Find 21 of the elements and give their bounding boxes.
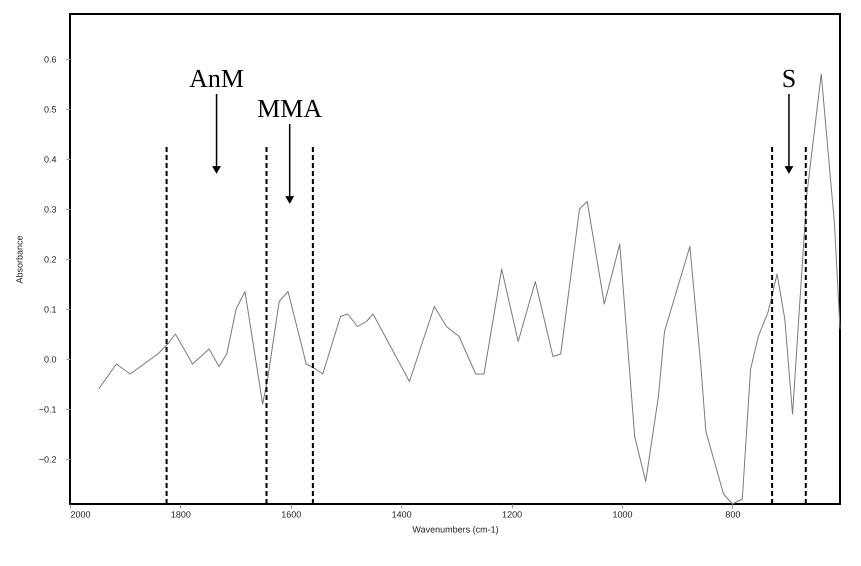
x-tick-label: 1400 <box>392 510 412 520</box>
y-tick-label: 0.3 <box>44 204 56 214</box>
y-tick-label: 0.5 <box>44 104 56 114</box>
x-tick-label: 1800 <box>170 510 191 520</box>
annotation: S <box>782 64 796 93</box>
x-tick-label: 1000 <box>612 510 632 520</box>
x-tick-label: 1600 <box>281 510 302 520</box>
y-tick-label: 0.2 <box>44 254 56 264</box>
annotation: AnM <box>189 64 244 93</box>
x-axis-title: Wavenumbers (cm-1) <box>412 524 499 534</box>
annotation: MMA <box>257 94 322 123</box>
x-tick-label: 2000 <box>70 510 91 520</box>
y-tick-label: −0.1 <box>38 404 56 414</box>
y-tick-label: 0.6 <box>44 54 56 64</box>
y-tick-label: 0.1 <box>44 304 56 314</box>
x-tick-label: 1200 <box>502 510 522 520</box>
y-tick-label: 0.0 <box>44 354 56 364</box>
y-tick-label: −0.2 <box>38 454 56 464</box>
y-tick-label: 0.4 <box>44 154 56 164</box>
y-axis-title: Absorbance <box>14 235 25 284</box>
x-tick-label: 800 <box>725 510 740 520</box>
